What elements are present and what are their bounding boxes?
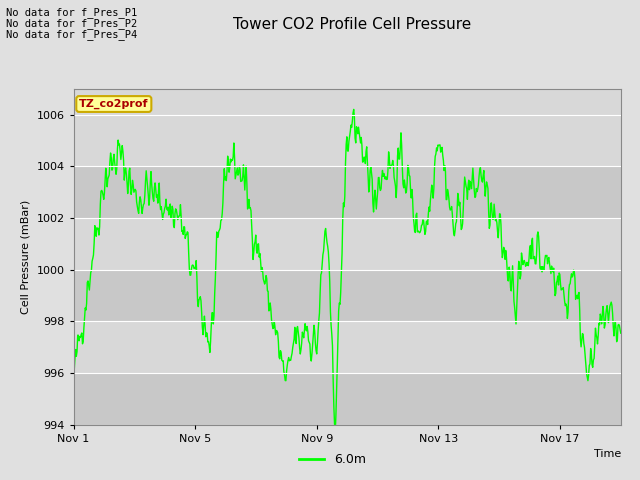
Text: TZ_co2prof: TZ_co2prof (79, 99, 148, 109)
Bar (74, 373, 621, 425)
Text: Tower CO2 Profile Cell Pressure: Tower CO2 Profile Cell Pressure (233, 17, 471, 32)
Text: No data for f_Pres_P4: No data for f_Pres_P4 (6, 29, 138, 40)
Legend: 6.0m: 6.0m (294, 448, 371, 471)
X-axis label: Time: Time (593, 449, 621, 459)
Bar (74, 167, 621, 218)
Bar (74, 270, 621, 322)
Y-axis label: Cell Pressure (mBar): Cell Pressure (mBar) (21, 200, 31, 314)
Text: No data for f_Pres_P2: No data for f_Pres_P2 (6, 18, 138, 29)
Text: No data for f_Pres_P1: No data for f_Pres_P1 (6, 7, 138, 18)
